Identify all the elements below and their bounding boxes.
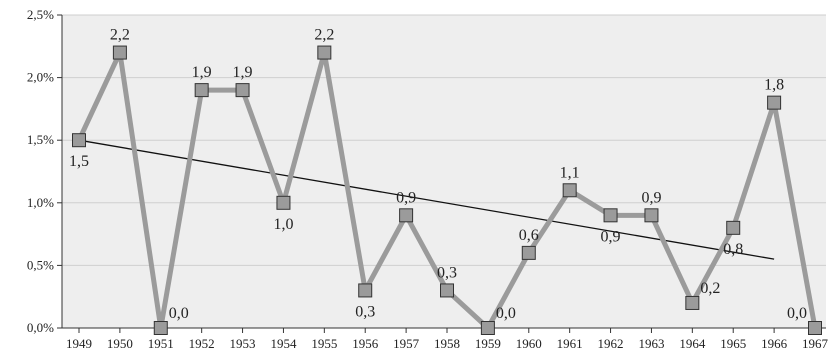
data-point-marker [603,208,618,223]
x-tick-label: 1962 [598,336,624,351]
y-tick-label: 2,5% [27,7,54,22]
data-label: 0,3 [437,264,457,281]
data-point-marker [440,283,454,298]
data-label: 0,0 [169,305,189,322]
data-point-marker [194,83,209,98]
labels-layer: 1,5 2,2 0,0 1,9 1,9 1,0 2,2 0,3 0,9 0,3 0,0 0,6 1,1 0… [69,27,807,322]
x-tick-label: 1952 [189,336,215,351]
y-tick-label: 1,5% [27,132,54,147]
x-tick-label: 1960 [516,336,542,351]
x-tick-label: 1963 [638,336,664,351]
data-label: 1,9 [233,64,253,81]
x-tick-label: 1959 [475,336,501,351]
x-tick-label: 1949 [66,336,92,351]
data-point-marker [235,83,250,98]
data-label: 1,1 [560,164,580,181]
data-point-marker [521,245,536,260]
y-tick-label: 0,0% [27,320,54,335]
data-label: 1,8 [764,77,784,94]
x-tick-label: 1964 [679,336,706,351]
x-tick-label: 1958 [434,336,460,351]
x-tick-label: 1965 [720,336,746,351]
trendline-layer [78,139,775,260]
x-tick-label: 1951 [148,336,174,351]
data-label: 1,0 [273,216,293,233]
data-point-marker [562,183,577,198]
data-point-marker [644,208,659,223]
data-point-marker [685,295,700,310]
data-label: 2,2 [314,27,334,44]
y-tick-label: 1,0% [27,195,54,210]
data-point-marker [317,45,332,60]
x-tick-label: 1955 [311,336,337,351]
data-label: 0,9 [396,189,416,206]
x-tick-label: 1956 [352,336,379,351]
data-label: 0,3 [355,303,375,320]
data-point-marker [358,283,373,298]
data-point-marker [808,321,822,335]
x-tick-label: 1961 [557,336,583,351]
data-point-marker [726,220,741,235]
data-label: 1,9 [192,64,212,81]
x-tick-label: 1953 [230,336,256,351]
data-point-marker [399,208,414,223]
data-point-marker [112,45,127,60]
data-label: 0,0 [787,305,807,322]
x-tick-label: 1950 [107,336,133,351]
y-tick-label: 2,0% [27,70,54,85]
data-label: 0,0 [496,305,516,322]
data-label: 0,9 [641,189,661,206]
data-label: 1,5 [69,153,89,170]
x-tick-label: 1957 [393,336,420,351]
series-layer [72,45,822,335]
data-label: 0,9 [601,228,621,245]
data-point-marker [767,95,782,110]
data-label: 2,2 [110,27,130,44]
x-tick-label: 1967 [802,336,829,351]
y-tick-label: 0,5% [27,257,54,272]
data-point-marker [153,321,168,335]
trendline [78,139,775,260]
x-tick-label: 1966 [761,336,788,351]
data-label: 0,6 [519,227,539,244]
x-tick-label: 1954 [270,336,297,351]
data-point-marker [276,195,291,210]
axes-layer: 0,0% 0,5% 1,0% 1,5% 2,0% 2,5% 1949 1950 1951 1952… [27,7,829,351]
data-label: 0,8 [723,241,743,258]
data-point-marker [480,321,495,335]
data-label: 0,2 [700,280,720,297]
data-point-marker [72,133,86,148]
